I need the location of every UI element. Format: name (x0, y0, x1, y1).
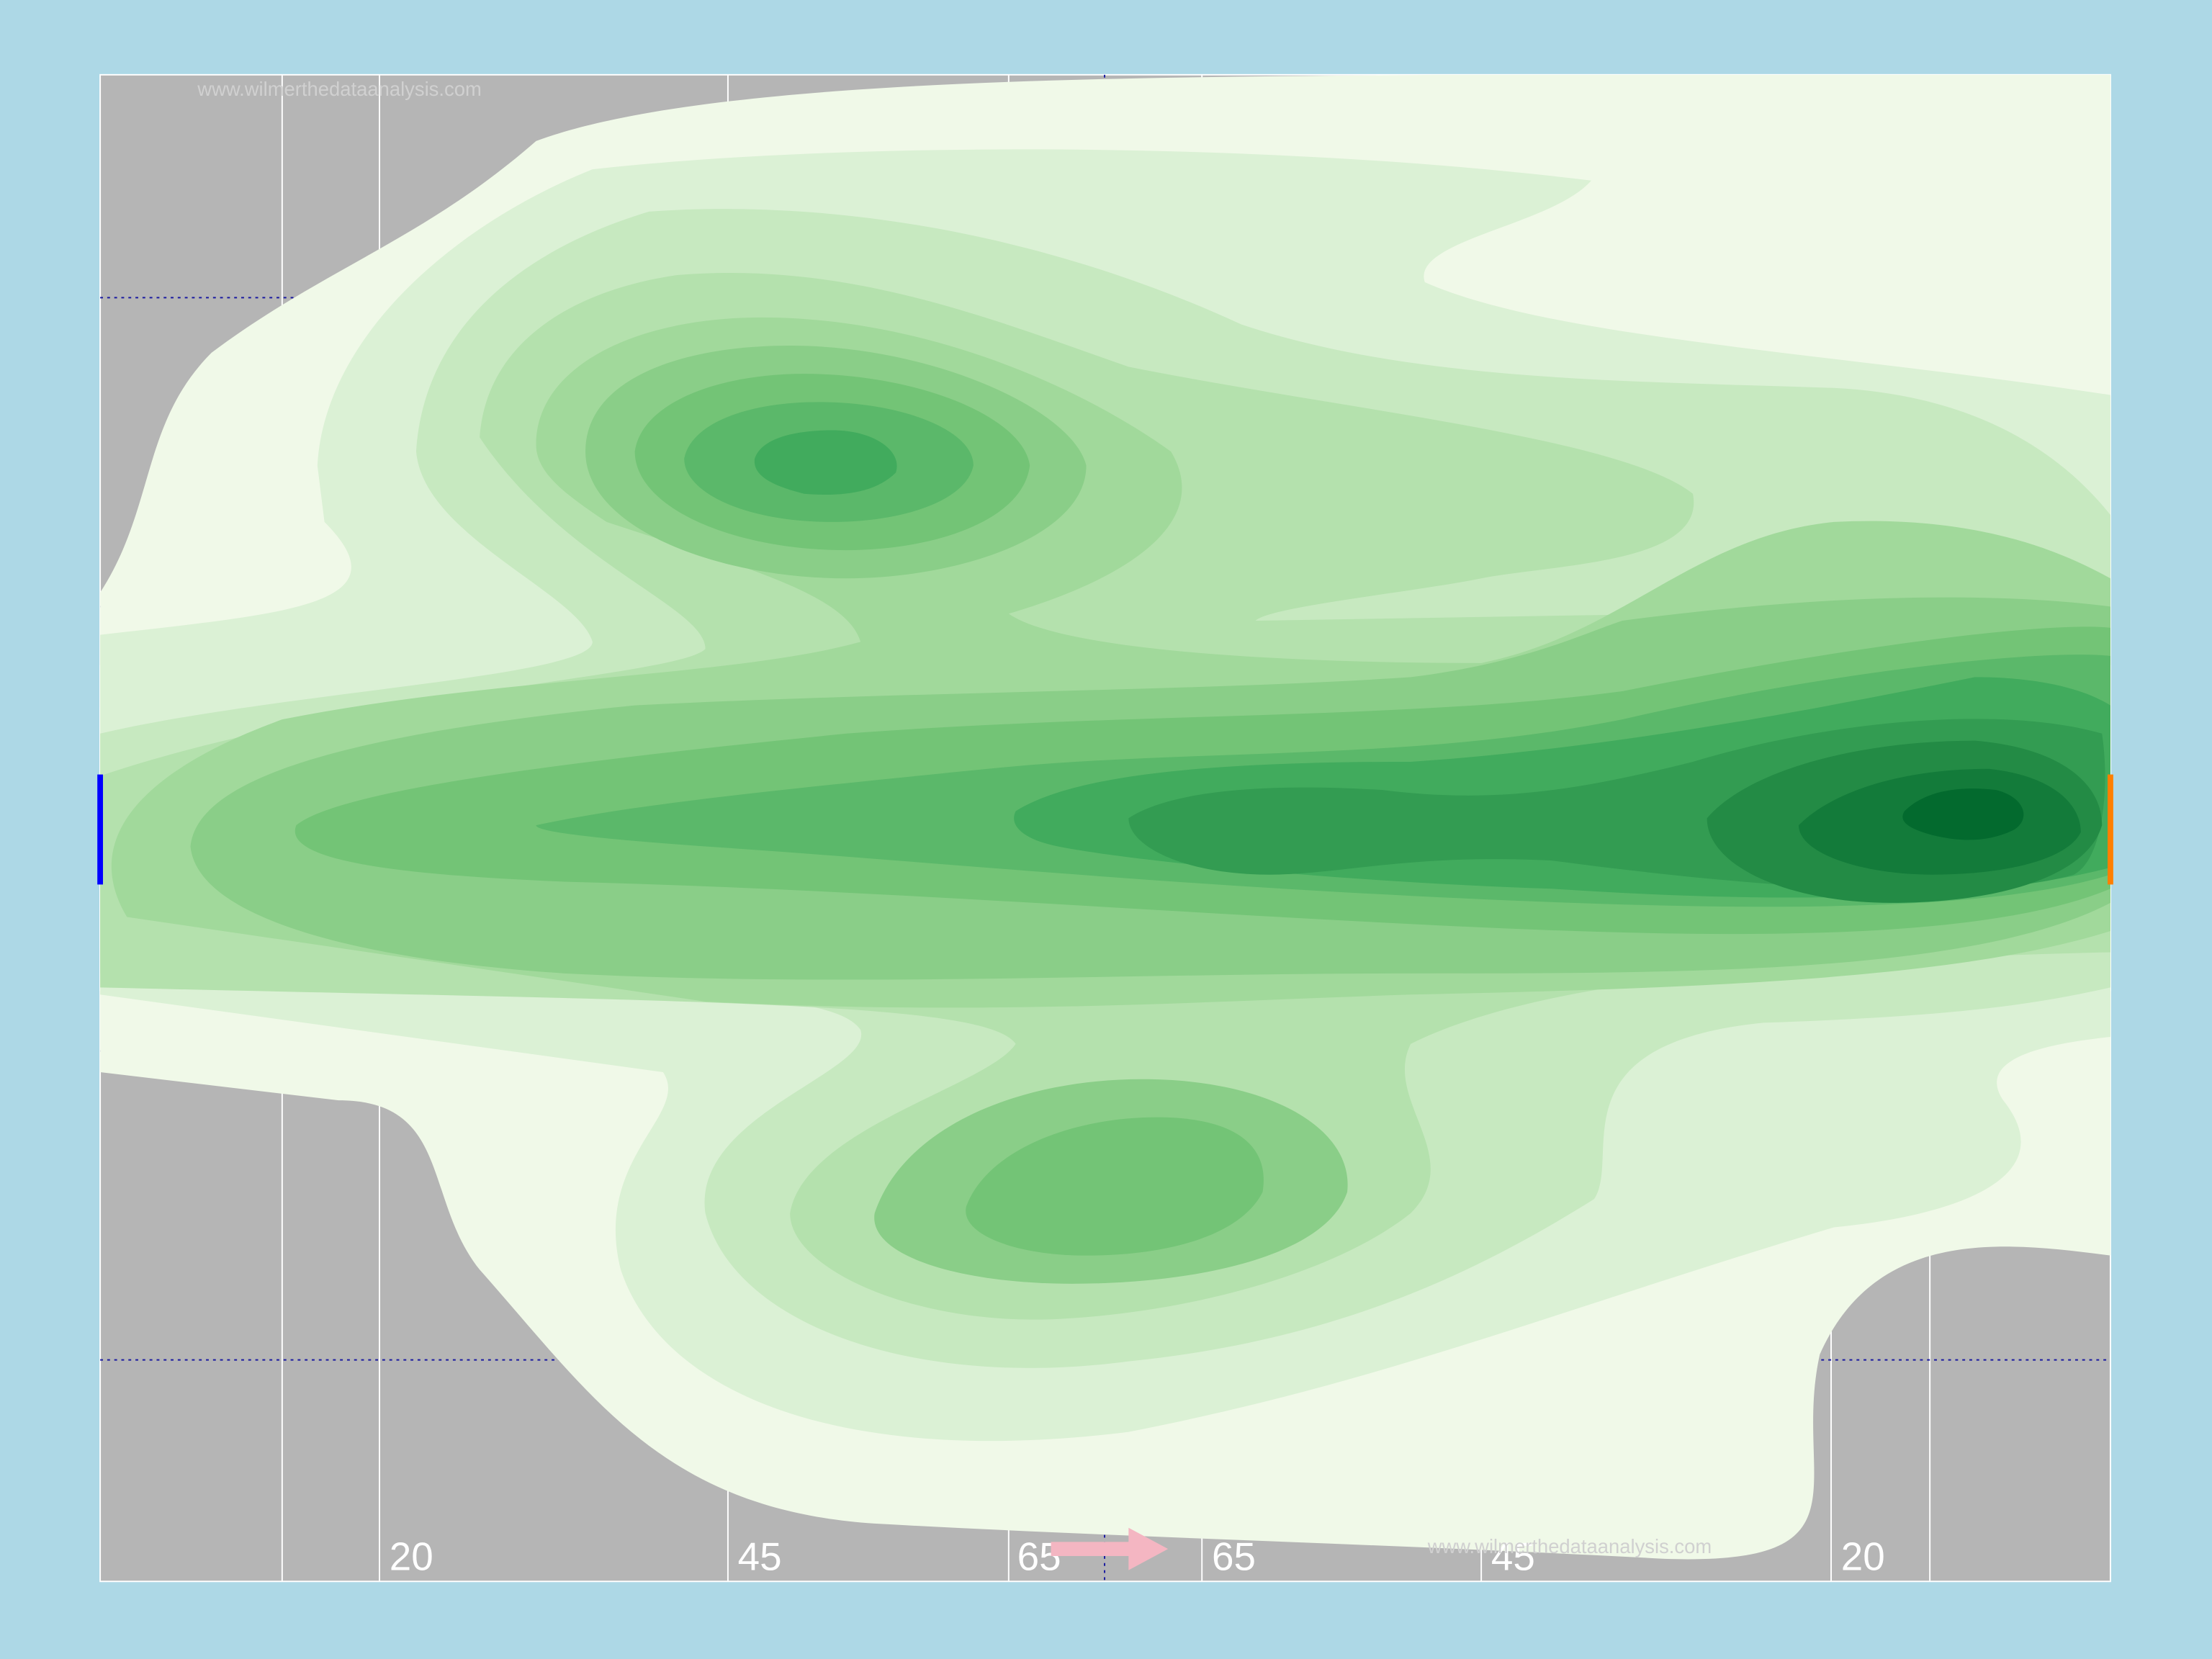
yard-marker-65-left: 65 (1017, 1534, 1061, 1579)
watermark-bottom: www.wilmerthedataanalysis.com (1427, 1535, 1712, 1557)
right-goal (2108, 774, 2113, 885)
left-goal (97, 774, 104, 885)
watermark-top: www.wilmerthedataanalysis.com (197, 78, 482, 100)
arrow-head (1128, 1527, 1169, 1570)
yard-marker-45-right: 45 (1491, 1534, 1535, 1579)
yard-marker-65-right: 65 (1212, 1534, 1256, 1579)
yard-marker-20-left: 20 (390, 1534, 433, 1579)
yard-marker-45-left: 45 (738, 1534, 782, 1579)
contour-level-11 (966, 1117, 1264, 1256)
attack-direction-arrow (1051, 1527, 1169, 1570)
yard-markers: 20 45 65 65 45 20 (390, 1534, 1885, 1579)
yard-marker-20-right: 20 (1841, 1534, 1885, 1579)
contour-level-19 (1902, 788, 2024, 840)
contour-level-14 (754, 430, 897, 495)
density-contours (100, 74, 2110, 1560)
arrow-shaft (1051, 1542, 1136, 1556)
